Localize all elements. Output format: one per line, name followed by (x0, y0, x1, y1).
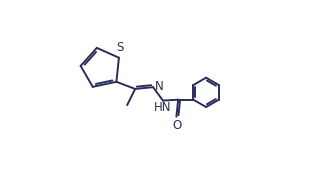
Text: N: N (155, 80, 163, 93)
Text: O: O (173, 119, 182, 132)
Text: HN: HN (154, 101, 171, 115)
Text: S: S (116, 41, 123, 54)
